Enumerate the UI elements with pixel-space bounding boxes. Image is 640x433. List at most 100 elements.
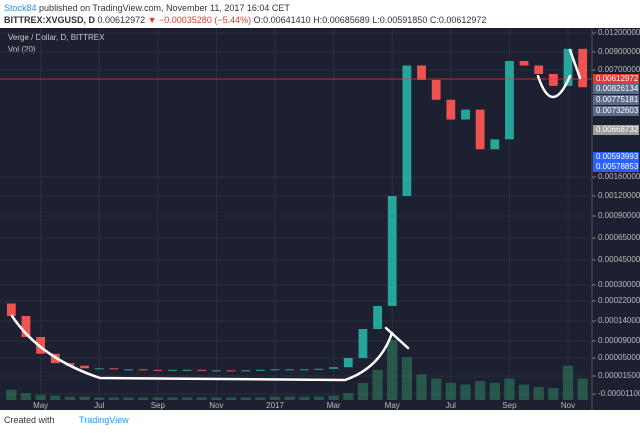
candle-body bbox=[519, 61, 529, 66]
publish-line: Stock84 published on TradingView.com, No… bbox=[4, 3, 290, 13]
y-tick-label: 0.00900000 bbox=[598, 47, 640, 56]
candle-body bbox=[358, 329, 368, 358]
price-badge-label: 0.00775181 bbox=[596, 95, 639, 104]
volume-bar bbox=[94, 397, 105, 400]
volume-bar bbox=[269, 396, 281, 400]
candle-body bbox=[343, 358, 353, 368]
volume-bar bbox=[6, 389, 17, 400]
volume-bar bbox=[313, 396, 325, 400]
candle-body bbox=[534, 65, 544, 74]
volume-bar bbox=[577, 378, 588, 400]
volume-bar bbox=[64, 396, 76, 400]
volume-bar bbox=[431, 378, 442, 400]
candle-body bbox=[212, 370, 221, 372]
high: H:0.00685689 bbox=[313, 15, 370, 25]
open: O:0.00641410 bbox=[253, 15, 311, 25]
candle-body bbox=[563, 48, 573, 86]
candle-body bbox=[80, 365, 89, 369]
candle-body bbox=[255, 369, 265, 371]
y-tick-label: 0.00005000 bbox=[598, 353, 640, 362]
chart-bg bbox=[0, 28, 640, 410]
volume-bar bbox=[416, 374, 427, 400]
candle-body bbox=[182, 369, 192, 371]
candle-body bbox=[6, 303, 16, 316]
candle-body bbox=[548, 73, 558, 86]
y-tick-label: 0.01200000 bbox=[598, 28, 640, 37]
candle-body bbox=[285, 369, 295, 371]
x-tick-label: 2017 bbox=[266, 401, 284, 410]
last: 0.00612972 bbox=[97, 15, 146, 25]
volume-bar bbox=[20, 393, 32, 400]
volume-bar bbox=[401, 357, 413, 400]
annotations bbox=[10, 48, 582, 382]
price-badge bbox=[593, 152, 639, 162]
cup-drawing bbox=[10, 314, 394, 382]
volume-bar bbox=[357, 382, 369, 400]
x-tick-label: Jul bbox=[446, 401, 456, 410]
price-badge-label: 0.00826134 bbox=[596, 84, 639, 93]
candle-body bbox=[373, 306, 382, 329]
candle-body bbox=[402, 65, 412, 196]
volume-bar bbox=[138, 397, 149, 400]
symbol-line: BITTREX:XVGUSD, D 0.00612972 ▼ −0.000352… bbox=[4, 15, 486, 25]
volume-label: Vol (20) bbox=[8, 45, 36, 54]
plot: 0.01200000 0.00900000 0.00700000 0.00160000… bbox=[0, 28, 640, 410]
candle-body bbox=[387, 196, 397, 306]
price-badge bbox=[593, 125, 639, 135]
candle-body bbox=[431, 79, 441, 100]
volume-bar bbox=[79, 396, 90, 400]
close: C:0.00612972 bbox=[429, 15, 487, 25]
candle-body bbox=[241, 370, 251, 372]
volume-bar bbox=[123, 397, 134, 400]
price-badge-label: 0.00668732 bbox=[596, 125, 639, 134]
candle-body bbox=[490, 139, 500, 150]
price-badge bbox=[593, 106, 639, 116]
x-tick-label: May bbox=[385, 401, 400, 410]
flag-drawing bbox=[384, 326, 410, 350]
volume-bar bbox=[548, 388, 559, 400]
volume-bar bbox=[372, 370, 383, 400]
created: Created with bbox=[4, 415, 55, 425]
y-tick-label: 0.00045000 bbox=[598, 255, 640, 264]
price-badge bbox=[593, 74, 639, 84]
flag-drawing bbox=[568, 48, 582, 80]
volume-bar bbox=[35, 394, 46, 400]
candle-body bbox=[461, 109, 470, 120]
volume-bar bbox=[225, 397, 237, 400]
price-badge-label: 0.00612972 bbox=[596, 74, 639, 83]
candle-body bbox=[314, 368, 324, 370]
chart: Verge / Dollar, D, BITTREX Vol (20) 0.01… bbox=[0, 28, 640, 410]
candle-body bbox=[124, 369, 133, 371]
footer: Created with TradingView bbox=[4, 415, 129, 425]
y-tick-label: 0.00001500 bbox=[598, 371, 640, 380]
candle-body bbox=[417, 65, 426, 80]
y-tick-label: 0.00065000 bbox=[598, 233, 640, 242]
y-tick-label: 0.00030000 bbox=[598, 280, 640, 289]
x-tick-label: May bbox=[33, 401, 48, 410]
candle-body bbox=[299, 369, 309, 371]
x-tick-label: Jul bbox=[94, 401, 104, 410]
chart-title: Verge / Dollar, D, BITTREX bbox=[8, 33, 105, 42]
x-tick-label: Sep bbox=[151, 401, 166, 410]
volume-bar bbox=[299, 396, 310, 400]
price-badge-label: 0.00578853 bbox=[596, 162, 639, 171]
cup-drawing bbox=[536, 74, 572, 98]
candle-body bbox=[270, 369, 280, 371]
volume-bar bbox=[152, 397, 163, 400]
candle-body bbox=[197, 369, 207, 371]
brand[interactable]: TradingView bbox=[79, 415, 129, 425]
candle-body bbox=[153, 369, 163, 371]
candle-body bbox=[94, 368, 104, 370]
price-badge bbox=[593, 95, 639, 105]
author[interactable]: Stock84 bbox=[4, 3, 37, 13]
candle-body bbox=[168, 369, 177, 371]
candle-body bbox=[138, 369, 148, 371]
volume-bar bbox=[474, 381, 486, 400]
volume-bar bbox=[328, 395, 339, 400]
volume-bar bbox=[460, 384, 471, 400]
candle-body bbox=[329, 367, 339, 369]
y-tick-label: 0.00700000 bbox=[598, 65, 640, 74]
y-tick-label: 0.00090000 bbox=[598, 211, 640, 220]
volume-bar bbox=[211, 397, 222, 400]
volume-bar bbox=[489, 382, 500, 400]
